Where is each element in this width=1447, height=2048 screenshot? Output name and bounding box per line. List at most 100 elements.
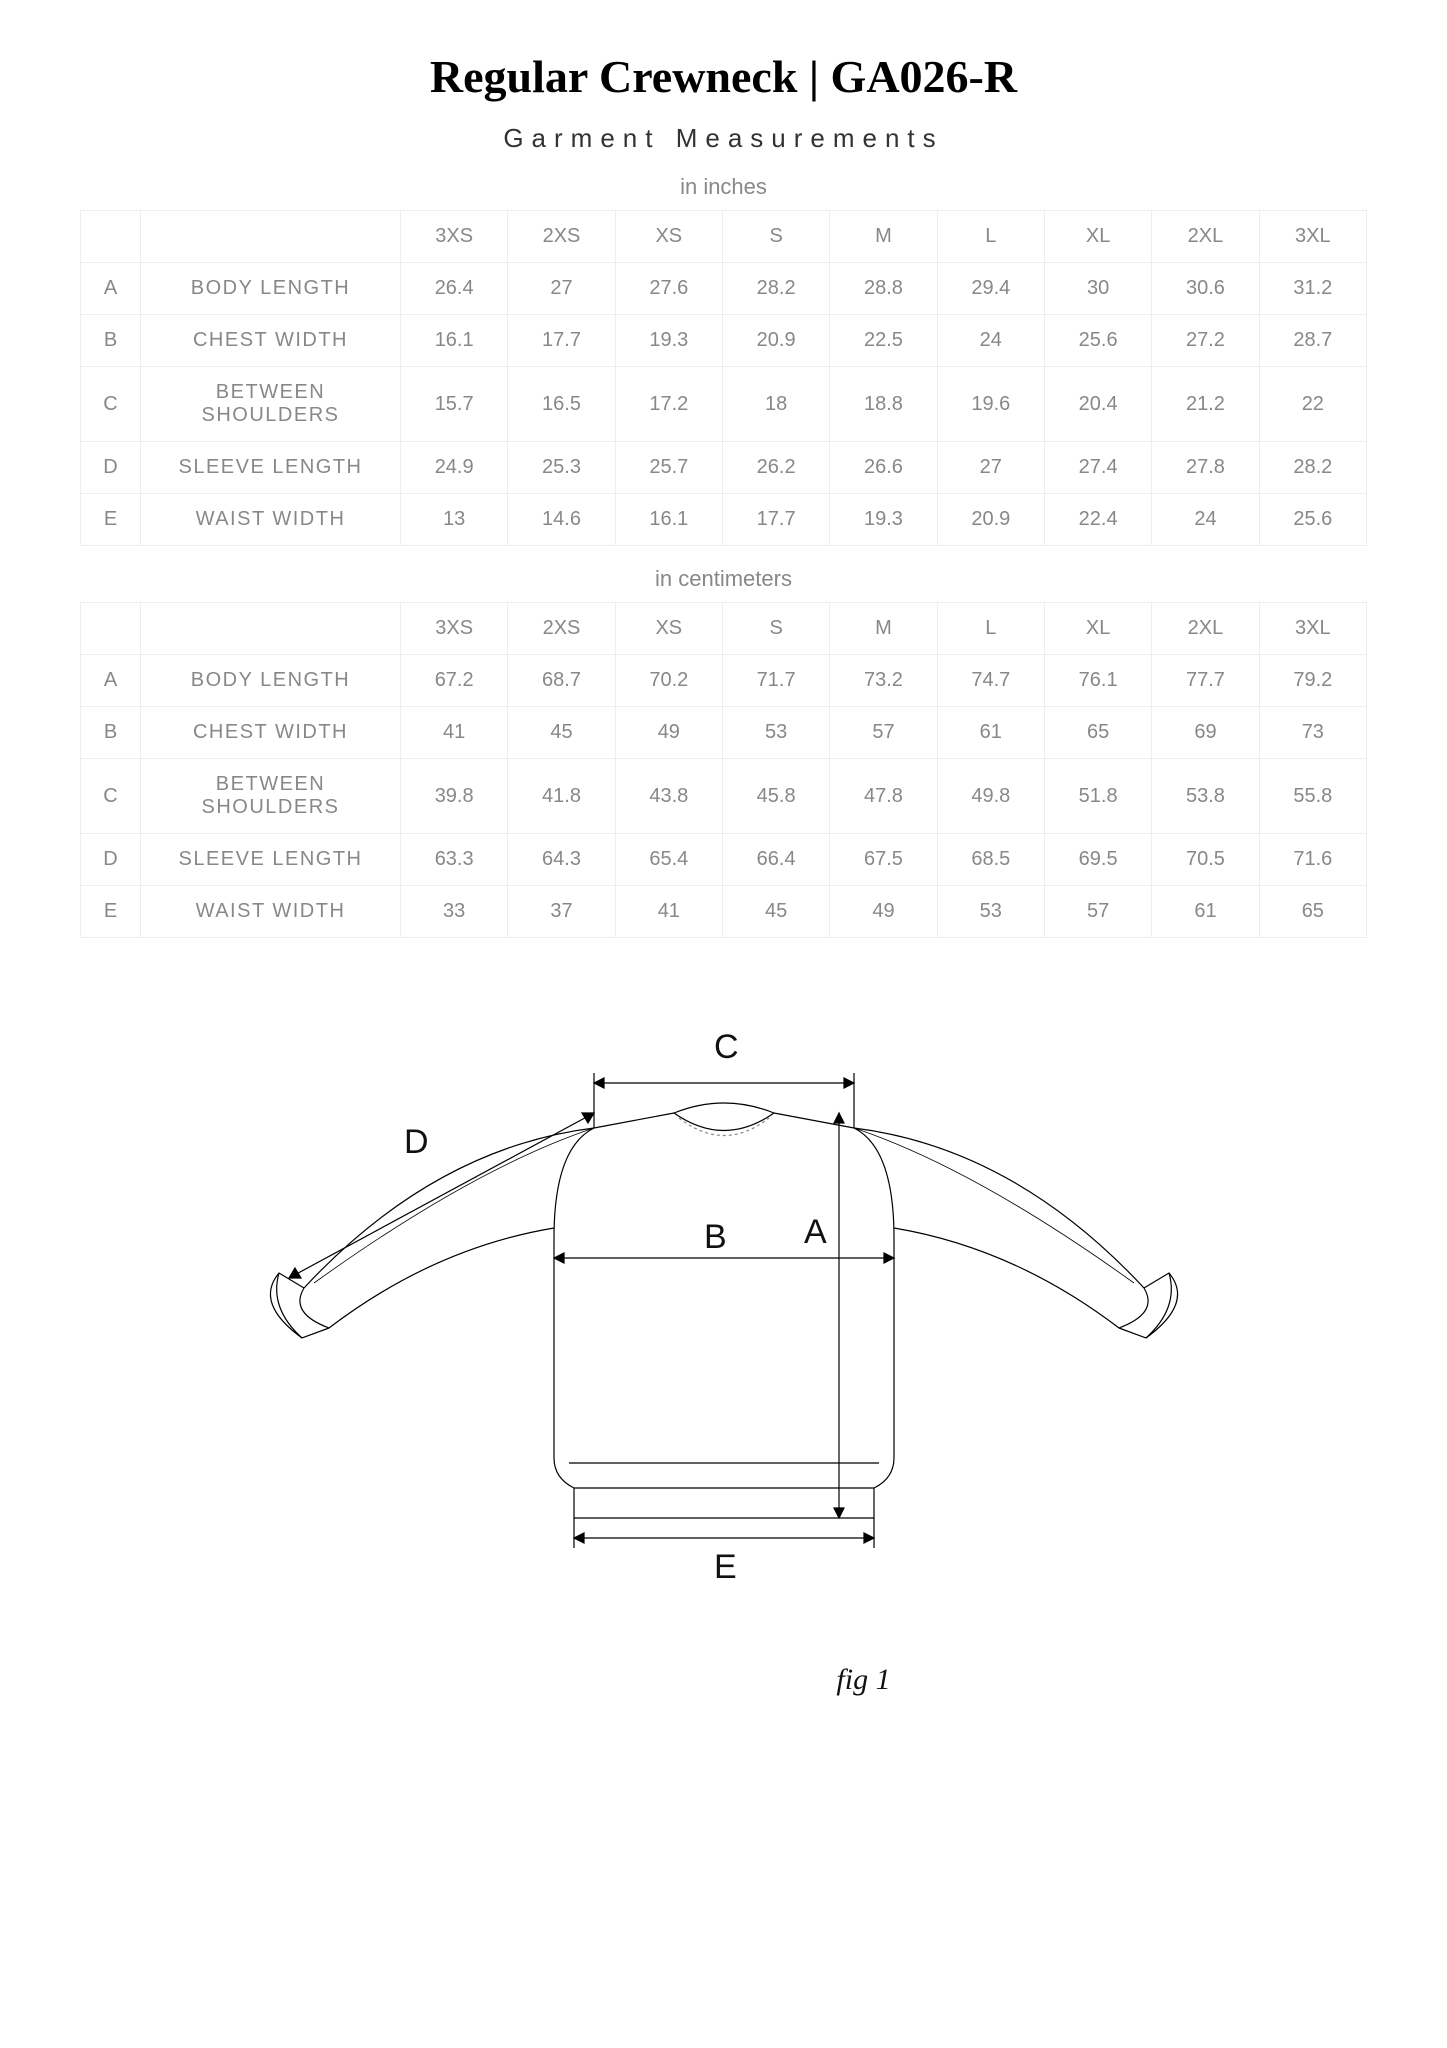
cell-value: 55.8 <box>1259 759 1366 834</box>
cell-value: 19.6 <box>937 367 1044 442</box>
cell-value: 77.7 <box>1152 655 1259 707</box>
cell-value: 27.8 <box>1152 442 1259 494</box>
table-row: ABODY LENGTH67.268.770.271.773.274.776.1… <box>81 655 1367 707</box>
size-header: 3XS <box>401 211 508 263</box>
cell-value: 70.5 <box>1152 834 1259 886</box>
cell-value: 25.3 <box>508 442 615 494</box>
cell-value: 33 <box>401 886 508 938</box>
cell-value: 28.2 <box>1259 442 1366 494</box>
size-header: L <box>937 603 1044 655</box>
size-header: 3XS <box>401 603 508 655</box>
dim-label-c: C <box>714 1028 739 1066</box>
cell-value: 24 <box>937 315 1044 367</box>
cell-value: 22.4 <box>1044 494 1151 546</box>
row-name: WAIST WIDTH <box>141 494 401 546</box>
cell-value: 24 <box>1152 494 1259 546</box>
cell-value: 27 <box>937 442 1044 494</box>
cell-value: 61 <box>937 707 1044 759</box>
table-row: BCHEST WIDTH414549535761656973 <box>81 707 1367 759</box>
cell-value: 74.7 <box>937 655 1044 707</box>
cell-value: 25.7 <box>615 442 722 494</box>
cell-value: 64.3 <box>508 834 615 886</box>
cell-value: 27.6 <box>615 263 722 315</box>
cell-value: 16.1 <box>615 494 722 546</box>
cell-value: 65.4 <box>615 834 722 886</box>
cell-value: 19.3 <box>615 315 722 367</box>
cell-value: 30 <box>1044 263 1151 315</box>
row-name: CHEST WIDTH <box>141 707 401 759</box>
size-header: XL <box>1044 211 1151 263</box>
size-header: 2XS <box>508 211 615 263</box>
row-letter: E <box>81 494 141 546</box>
cell-value: 68.7 <box>508 655 615 707</box>
row-letter: E <box>81 886 141 938</box>
table-row: DSLEEVE LENGTH24.925.325.726.226.62727.4… <box>81 442 1367 494</box>
cell-value: 71.6 <box>1259 834 1366 886</box>
cell-value: 57 <box>1044 886 1151 938</box>
row-letter: A <box>81 263 141 315</box>
cell-value: 16.5 <box>508 367 615 442</box>
table-inches: 3XS2XSXSSMLXL2XL3XLABODY LENGTH26.42727.… <box>80 210 1367 546</box>
cell-value: 25.6 <box>1259 494 1366 546</box>
cell-value: 41 <box>401 707 508 759</box>
dim-label-d: D <box>404 1123 429 1161</box>
figure-caption: fig 1 <box>360 1663 1367 1697</box>
cell-value: 27 <box>508 263 615 315</box>
cell-value: 20.4 <box>1044 367 1151 442</box>
table-row: CBETWEEN SHOULDERS15.716.517.21818.819.6… <box>81 367 1367 442</box>
cell-value: 41.8 <box>508 759 615 834</box>
size-header: 2XL <box>1152 211 1259 263</box>
cell-value: 67.5 <box>830 834 937 886</box>
row-name: BODY LENGTH <box>141 263 401 315</box>
size-header: S <box>722 211 829 263</box>
cell-value: 79.2 <box>1259 655 1366 707</box>
cell-value: 27.4 <box>1044 442 1151 494</box>
cell-value: 17.7 <box>508 315 615 367</box>
cell-value: 71.7 <box>722 655 829 707</box>
cell-value: 61 <box>1152 886 1259 938</box>
cell-value: 39.8 <box>401 759 508 834</box>
cell-value: 41 <box>615 886 722 938</box>
cell-value: 28.8 <box>830 263 937 315</box>
cell-value: 26.6 <box>830 442 937 494</box>
cell-value: 14.6 <box>508 494 615 546</box>
unit-label-inches: in inches <box>80 174 1367 200</box>
cell-value: 69.5 <box>1044 834 1151 886</box>
cell-value: 45 <box>508 707 615 759</box>
row-name: CHEST WIDTH <box>141 315 401 367</box>
cell-value: 18 <box>722 367 829 442</box>
cell-value: 37 <box>508 886 615 938</box>
cell-value: 53 <box>722 707 829 759</box>
cell-value: 26.2 <box>722 442 829 494</box>
size-header: 3XL <box>1259 211 1366 263</box>
cell-value: 65 <box>1044 707 1151 759</box>
cell-value: 45.8 <box>722 759 829 834</box>
cell-value: 24.9 <box>401 442 508 494</box>
row-name: BETWEEN SHOULDERS <box>141 759 401 834</box>
row-letter: D <box>81 442 141 494</box>
cell-value: 51.8 <box>1044 759 1151 834</box>
cell-value: 67.2 <box>401 655 508 707</box>
page-title: Regular Crewneck | GA026-R <box>80 50 1367 103</box>
cell-value: 19.3 <box>830 494 937 546</box>
cell-value: 20.9 <box>722 315 829 367</box>
cell-value: 31.2 <box>1259 263 1366 315</box>
cell-value: 49.8 <box>937 759 1044 834</box>
cell-value: 49 <box>830 886 937 938</box>
cell-value: 45 <box>722 886 829 938</box>
cell-value: 20.9 <box>937 494 1044 546</box>
cell-value: 28.2 <box>722 263 829 315</box>
cell-value: 73 <box>1259 707 1366 759</box>
cell-value: 17.2 <box>615 367 722 442</box>
cell-value: 21.2 <box>1152 367 1259 442</box>
cell-value: 16.1 <box>401 315 508 367</box>
row-letter: D <box>81 834 141 886</box>
cell-value: 13 <box>401 494 508 546</box>
row-letter: B <box>81 707 141 759</box>
row-name: WAIST WIDTH <box>141 886 401 938</box>
dim-label-a: A <box>804 1213 827 1251</box>
cell-value: 68.5 <box>937 834 1044 886</box>
cell-value: 27.2 <box>1152 315 1259 367</box>
table-cm: 3XS2XSXSSMLXL2XL3XLABODY LENGTH67.268.77… <box>80 602 1367 938</box>
cell-value: 76.1 <box>1044 655 1151 707</box>
